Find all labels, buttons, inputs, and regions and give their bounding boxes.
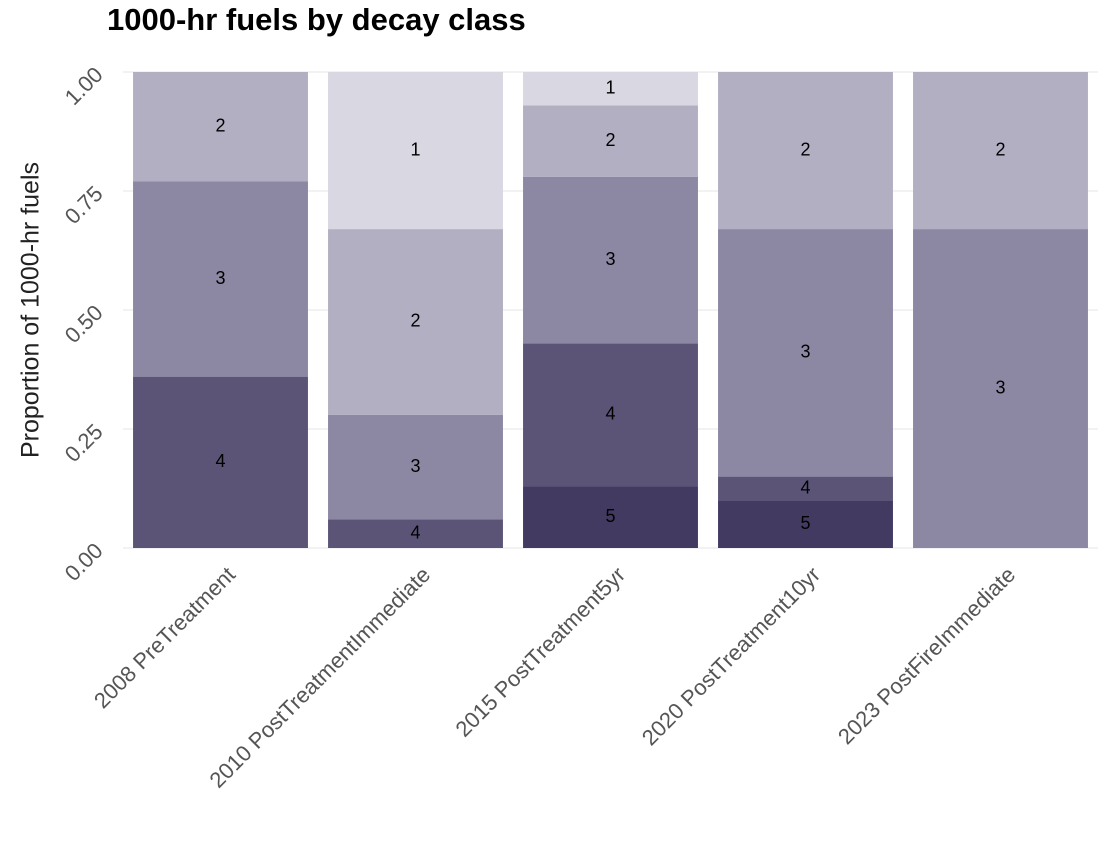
y-tick-label: 1.00 [60,62,108,110]
bar-segment [133,376,308,548]
bar-segment [328,519,503,548]
bar-segment [523,176,698,344]
bar-segment [523,105,698,177]
segment-label: 2 [605,130,615,150]
x-tick-label: 2020 PostTreatment10yr [637,562,825,750]
x-tick-label: 2010 PostTreatmentImmediate [204,562,435,793]
segment-label: 3 [995,377,1005,397]
segment-label: 2 [995,139,1005,159]
bar-segment [913,229,1088,548]
x-tick-label: 2015 PostTreatment5yr [450,562,630,742]
bar-segment [328,414,503,520]
segment-label: 5 [800,513,810,533]
segment-label: 1 [605,77,615,97]
segment-label: 2 [800,139,810,159]
bar-segment [133,72,308,182]
segment-label: 5 [605,506,615,526]
segment-label: 3 [800,342,810,362]
segment-label: 3 [410,456,420,476]
bar-segment [328,229,503,415]
bar-segment [913,72,1088,230]
bar-segment [328,72,503,230]
segment-label: 4 [800,477,810,497]
segment-label: 2 [410,311,420,331]
x-tick-label: 2008 PreTreatment [89,562,240,713]
bar-segment [133,181,308,377]
y-axis-label: Proportion of 1000-hr fuels [17,162,45,458]
segment-label: 4 [605,403,615,423]
segment-label: 1 [410,139,420,159]
y-tick-label: 0.75 [60,181,108,229]
bar-segment [718,500,893,548]
bar-segment [718,229,893,477]
segment-label: 4 [410,522,420,542]
segment-label: 2 [215,115,225,135]
bar-segment [523,486,698,548]
segment-label: 4 [215,451,225,471]
bar-segment [718,476,893,501]
segment-label: 3 [215,268,225,288]
segment-label: 3 [605,249,615,269]
bar-segment [523,72,698,106]
y-tick-label: 0.25 [60,419,108,467]
y-tick-label: 0.50 [60,300,108,348]
bar-segment [718,72,893,230]
x-tick-label: 2023 PostFireImmediate [833,562,1020,749]
y-tick-label: 0.00 [60,538,108,586]
chart-title: 1000-hr fuels by decay class [107,2,526,37]
bar-segment [523,343,698,487]
